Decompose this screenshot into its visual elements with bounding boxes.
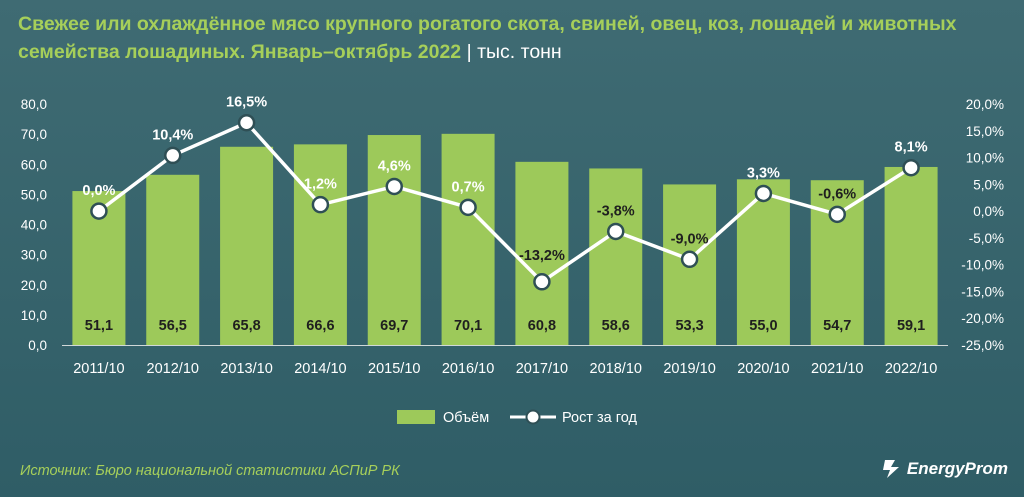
growth-point (164, 146, 182, 165)
left-axis: 0,0 10,0 20,0 30,0 40,0 50,0 60,0 70,0 80,0 (21, 97, 47, 353)
bar (441, 133, 495, 345)
growth-value-label: 16,5% (226, 95, 267, 111)
bar-value-label: 56,5 (159, 318, 187, 334)
y-left-tick-label: 80,0 (21, 97, 47, 112)
bar-value-label: 58,6 (602, 318, 630, 334)
growth-point (680, 250, 699, 269)
bar-value-label: 65,8 (232, 318, 260, 334)
growth-value-label: 1,2% (304, 177, 337, 193)
x-tick-label: 2019/10 (663, 361, 715, 377)
growth-point (533, 273, 551, 291)
growth-point (237, 113, 256, 132)
bar-value-label: 69,7 (380, 318, 408, 334)
x-tick-label: 2014/10 (294, 361, 346, 377)
bar-value-label: 51,1 (85, 318, 113, 334)
bar-value-label: 59,1 (897, 318, 925, 334)
bar (515, 161, 569, 345)
growth-point (607, 222, 625, 241)
line-series: 0,0% 10,4% 16,5% 1,2% 4,6% 0,7% -13,2% -3,8% -9,… (82, 95, 928, 291)
bar-value-label: 54,7 (823, 318, 851, 334)
growth-point (459, 198, 477, 217)
growth-point (385, 177, 403, 196)
bar-value-label: 53,3 (675, 318, 703, 334)
title-text: Свежее или охлаждённое мясо крупного рог… (18, 13, 957, 63)
x-tick-label: 2021/10 (811, 361, 863, 377)
x-tick-label: 2011/10 (73, 361, 124, 377)
bar-value-label: 60,8 (528, 318, 556, 334)
bar-value-label: 66,6 (306, 318, 334, 334)
bar-series: 51,1 56,5 65,8 66,6 69,7 70,1 60,8 58,6 53,3 55,0… (72, 133, 938, 345)
growth-value-label: 8,1% (895, 140, 928, 156)
brand-name: EnergyProm (906, 459, 1008, 478)
growth-point (902, 158, 920, 177)
bar (220, 146, 274, 345)
y-right-tick-label: -25,0% (961, 338, 1004, 353)
bar-value-label: 55,0 (749, 318, 777, 334)
y-right-tick-label: 0,0% (973, 204, 1004, 219)
bar (884, 166, 938, 345)
y-right-tick-label: -15,0% (961, 284, 1004, 299)
growth-point (90, 202, 108, 220)
y-right-tick-label: 15,0% (966, 124, 1004, 139)
source-note: Источник: Бюро национальной статистики А… (20, 463, 400, 479)
growth-value-label: 4,6% (378, 158, 411, 174)
y-left-tick-label: 70,0 (21, 127, 47, 142)
growth-value-label: -3,8% (597, 203, 635, 219)
growth-value-label: -0,6% (818, 186, 856, 202)
x-tick-label: 2020/10 (737, 361, 789, 377)
bar (146, 174, 200, 345)
title-separator: | (466, 41, 472, 63)
growth-point (311, 195, 330, 214)
y-left-tick-label: 0,0 (28, 338, 47, 353)
chart-title: Свежее или охлаждённое мясо крупного рог… (18, 10, 1008, 66)
x-axis-labels: 2011/10 2012/10 2013/10 2014/10 2015/10 2016/… (73, 361, 937, 377)
y-right-tick-label: 5,0% (973, 177, 1004, 192)
y-right-tick-label: -10,0% (961, 258, 1004, 273)
growth-value-label: 10,4% (152, 127, 193, 143)
y-right-tick-label: -20,0% (961, 311, 1004, 326)
right-axis: -25,0% -20,0% -15,0% -10,0% -5,0% 0,0% 5,0% 10,… (961, 97, 1004, 353)
lightning-icon (882, 460, 899, 478)
growth-point (754, 184, 773, 203)
y-left-tick-label: 30,0 (21, 248, 47, 263)
x-tick-label: 2016/10 (442, 361, 494, 377)
bar-value-label: 70,1 (454, 318, 482, 334)
y-right-tick-label: 10,0% (966, 151, 1004, 166)
x-tick-label: 2018/10 (590, 361, 642, 377)
y-right-tick-label: 20,0% (966, 97, 1004, 112)
legend-swatch-volume (397, 410, 435, 424)
y-left-tick-label: 20,0 (21, 278, 47, 293)
growth-point (828, 205, 846, 224)
legend-label-growth: Рост за год (562, 410, 637, 426)
bar (293, 144, 347, 345)
x-tick-label: 2013/10 (220, 361, 272, 377)
brand-logo: EnergyProm (881, 459, 1008, 479)
x-tick-label: 2012/10 (147, 361, 199, 377)
bar (367, 135, 421, 345)
bar (589, 168, 643, 345)
y-left-tick-label: 50,0 (21, 187, 47, 202)
growth-value-label: -13,2% (519, 248, 565, 264)
growth-line (97, 120, 913, 284)
legend-label-volume: Объём (443, 410, 489, 426)
growth-value-label: 3,3% (747, 165, 780, 181)
growth-value-label: -9,0% (671, 231, 709, 247)
y-left-tick-label: 60,0 (21, 157, 47, 172)
growth-value-label: 0,0% (82, 183, 115, 199)
x-tick-label: 2017/10 (516, 361, 568, 377)
y-left-tick-label: 10,0 (21, 308, 47, 323)
title-unit: тыс. тонн (477, 41, 562, 63)
legend-marker-growth (525, 409, 541, 425)
growth-value-label: 0,7% (452, 179, 485, 195)
x-tick-label: 2022/10 (885, 361, 937, 377)
y-left-tick-label: 40,0 (21, 218, 47, 233)
y-right-tick-label: -5,0% (969, 231, 1004, 246)
x-tick-label: 2015/10 (368, 361, 420, 377)
legend: Объём Рост за год (397, 409, 637, 426)
